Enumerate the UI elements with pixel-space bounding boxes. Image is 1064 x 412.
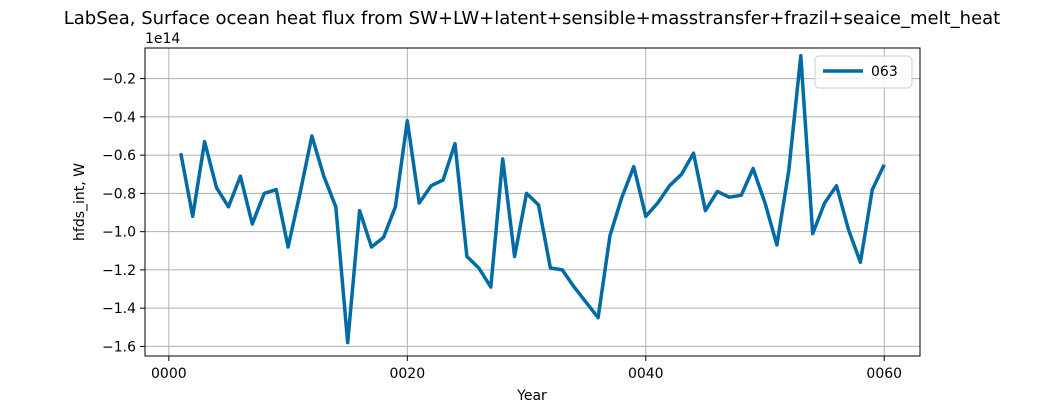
y-axis-offset-label: 1e14	[145, 31, 180, 47]
legend: 063	[814, 55, 913, 89]
y-tick-label: −0.6	[102, 148, 136, 164]
legend-box	[814, 55, 913, 89]
y-tick-label: −1.6	[102, 339, 136, 355]
x-tick-label: 0020	[389, 366, 425, 382]
chart-title: LabSea, Surface ocean heat flux from SW+…	[64, 8, 1001, 29]
x-tick-label: 0040	[628, 366, 664, 382]
x-axis: 0000 0020 0040 0060	[151, 356, 902, 382]
series-layer	[179, 53, 886, 345]
x-tick-label: 0000	[151, 366, 187, 382]
plot-frame	[144, 47, 921, 357]
y-tick-label: −1.2	[102, 263, 136, 279]
legend-label: 063	[871, 64, 898, 80]
y-axis-label: hfds_int, W	[72, 163, 88, 241]
x-axis-label: Year	[516, 388, 547, 404]
y-axis: −1.6 −1.4 −1.2 −1.0 −0.8 −0.6 −0.4 −0.2	[102, 72, 145, 355]
y-tick-label: −0.4	[102, 110, 136, 126]
y-tick-label: −0.2	[102, 72, 136, 88]
y-tick-label: −1.0	[102, 225, 136, 241]
y-tick-label: −0.8	[102, 186, 136, 202]
series-line-063	[179, 53, 886, 345]
x-tick-label: 0060	[866, 366, 902, 382]
y-tick-label: −1.4	[102, 301, 136, 317]
